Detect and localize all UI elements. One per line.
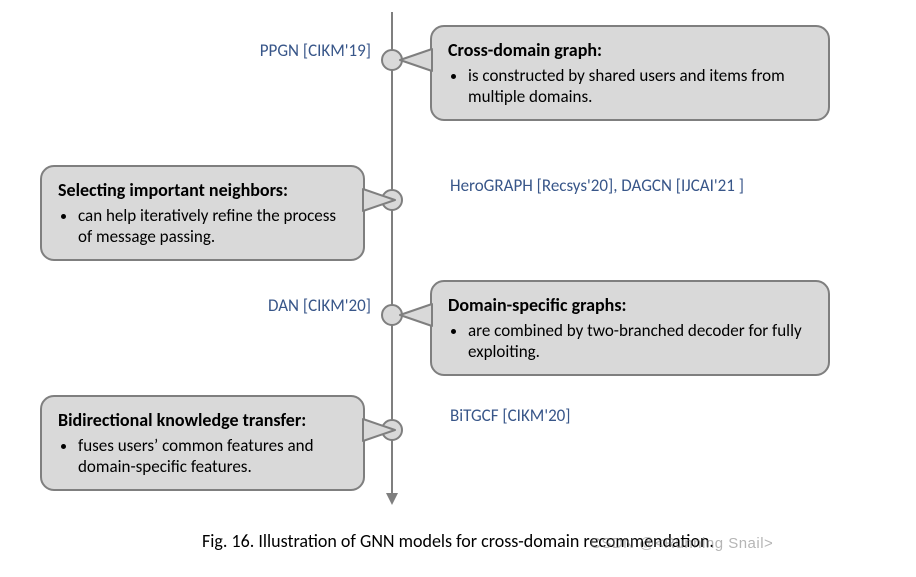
- callout-item: fuses users’ common features and domain-…: [78, 435, 347, 477]
- timeline-arrow: [386, 493, 398, 505]
- model-label: DAN [CIKM'20]: [268, 295, 371, 316]
- callout-item: can help iteratively refine the process …: [78, 205, 347, 247]
- callout-item: is constructed by shared users and items…: [468, 65, 812, 107]
- model-label: BiTGCF [CIKM'20]: [450, 405, 571, 426]
- callout-tail: [398, 300, 434, 330]
- model-label: HeroGRAPH [Recsys'20], DAGCN [IJCAI'21 ]: [450, 175, 744, 196]
- callout-tail: [398, 45, 434, 75]
- callout-list: are combined by two-branched decoder for…: [448, 320, 812, 362]
- callout-item: are combined by two-branched decoder for…: [468, 320, 812, 362]
- diagram-canvas: PPGN [CIKM'19] HeroGRAPH [Recsys'20], DA…: [0, 0, 916, 577]
- callout-list: is constructed by shared users and items…: [448, 65, 812, 107]
- watermark-text: CSDN @<Running Snail>: [590, 535, 773, 552]
- callout-title: Selecting important neighbors:: [58, 179, 347, 201]
- callout-tail: [361, 185, 397, 215]
- callout-title: Bidirectional knowledge transfer:: [58, 409, 347, 431]
- figure-caption: Fig. 16. Illustration of GNN models for …: [0, 530, 916, 552]
- callout-bubble: Bidirectional knowledge transfer: fuses …: [40, 395, 365, 491]
- callout-list: fuses users’ common features and domain-…: [58, 435, 347, 477]
- callout-list: can help iteratively refine the process …: [58, 205, 347, 247]
- callout-bubble: Selecting important neighbors: can help …: [40, 165, 365, 261]
- callout-tail: [361, 415, 397, 445]
- callout-bubble: Cross-domain graph: is constructed by sh…: [430, 25, 830, 121]
- callout-title: Domain-specific graphs:: [448, 294, 812, 316]
- model-label: PPGN [CIKM'19]: [260, 40, 371, 61]
- callout-bubble: Domain-specific graphs: are combined by …: [430, 280, 830, 376]
- callout-title: Cross-domain graph:: [448, 39, 812, 61]
